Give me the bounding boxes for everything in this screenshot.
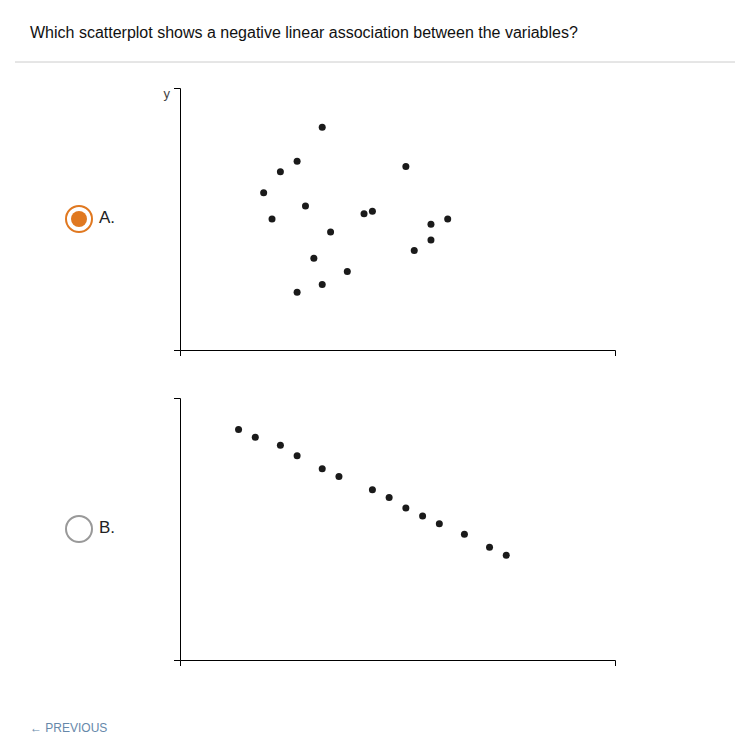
radio-button[interactable] (66, 516, 92, 542)
point (361, 210, 368, 217)
x-axis (181, 351, 616, 357)
radio-button[interactable] (66, 206, 92, 232)
x-axis-line (181, 661, 616, 667)
point (486, 544, 493, 551)
point (327, 229, 334, 236)
point (369, 208, 376, 215)
point (319, 124, 326, 131)
point (444, 216, 451, 223)
points (260, 124, 451, 296)
point (277, 168, 284, 175)
point (294, 452, 301, 459)
y-axis (174, 89, 181, 351)
point (427, 221, 434, 228)
point (277, 442, 284, 449)
option-label[interactable]: B. (99, 518, 115, 537)
point (402, 163, 409, 170)
point (411, 247, 418, 254)
y-axis (174, 399, 181, 661)
separator (15, 62, 735, 63)
y-axis-label: y (164, 86, 171, 101)
point (386, 494, 393, 501)
point (402, 505, 409, 512)
point (294, 158, 301, 165)
point (427, 236, 434, 243)
point (461, 531, 468, 538)
radio-dot[interactable] (71, 211, 87, 227)
point (310, 255, 317, 262)
point (319, 465, 326, 472)
point (260, 189, 267, 196)
point (335, 473, 342, 480)
points (235, 426, 510, 559)
point (269, 216, 276, 223)
point (252, 434, 259, 441)
point (302, 202, 309, 209)
y-axis-line (174, 399, 181, 661)
point (344, 268, 351, 275)
x-axis-line (181, 351, 616, 357)
point (319, 281, 326, 288)
y-axis-line (174, 89, 181, 351)
x-axis (181, 661, 616, 667)
point (436, 520, 443, 527)
point (369, 486, 376, 493)
canvas: Which scatterplot shows a negative linea… (0, 0, 750, 750)
option-label[interactable]: A. (99, 208, 115, 227)
point (294, 289, 301, 296)
point (235, 426, 242, 433)
title: Which scatterplot shows a negative linea… (30, 24, 578, 41)
point (419, 512, 426, 519)
point (503, 552, 510, 559)
previous-link[interactable]: ← PREVIOUS (30, 721, 107, 735)
